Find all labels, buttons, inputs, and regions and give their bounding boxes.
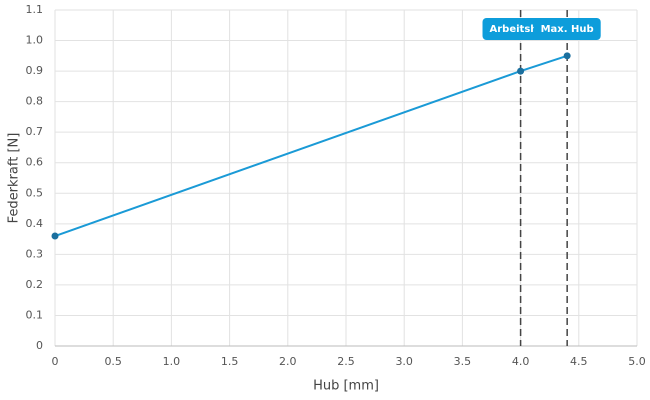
data-point [563,52,571,60]
y-tick-label: 0.6 [26,156,44,169]
x-tick-label: 4.0 [512,355,530,368]
data-point [517,67,525,75]
y-tick-label: 0 [36,339,43,352]
x-tick-label: 0 [52,355,59,368]
annotation-label: Max. Hub [533,18,601,40]
x-tick-label: 1.5 [221,355,239,368]
x-axis-title: Hub [mm] [313,379,379,394]
x-tick-label: 0.5 [104,355,122,368]
y-tick-label: 0.5 [26,186,44,199]
x-tick-label: 2.0 [279,355,297,368]
y-tick-label: 0.7 [26,125,44,138]
y-tick-label: 0.4 [26,217,44,230]
x-tick-label: 4.5 [570,355,588,368]
y-axis-title: Federkraft [N] [7,133,22,224]
y-tick-label: 0.2 [26,278,44,291]
y-tick-label: 0.1 [26,308,44,321]
series-line [54,54,568,237]
x-tick-label: 3.5 [454,355,472,368]
annotation-box [533,18,601,40]
y-tick-label: 0.3 [26,247,44,260]
y-tick-label: 0.8 [26,95,44,108]
annotation-text: Arbeitshub [490,24,552,35]
annotation-text: Max. Hub [541,24,594,35]
x-tick-label: 3.0 [395,355,413,368]
y-tick-label: 0.9 [26,64,44,77]
x-tick-label: 2.5 [337,355,355,368]
data-point [51,232,59,240]
x-tick-label: 5.0 [628,355,646,368]
y-tick-label: 1.1 [26,3,44,16]
x-tick-label: 1.0 [163,355,181,368]
y-tick-label: 1.0 [26,34,44,47]
